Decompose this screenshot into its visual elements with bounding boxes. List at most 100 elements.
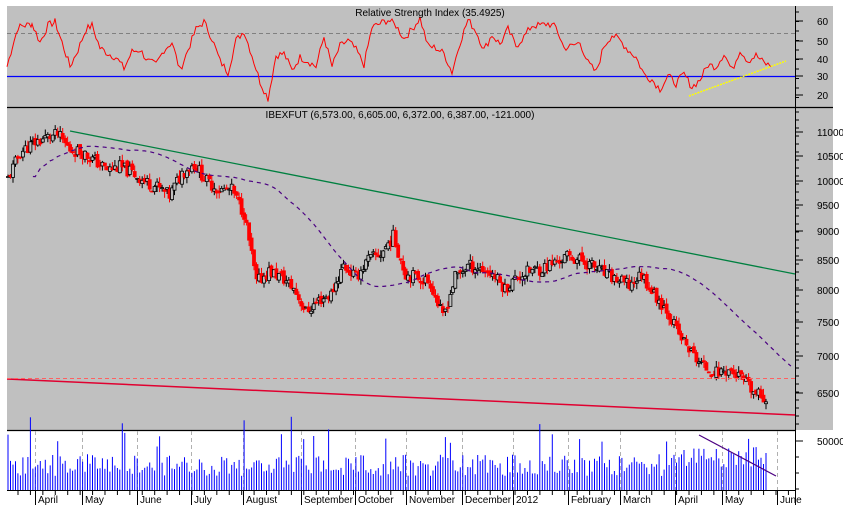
candle-body (244, 219, 249, 223)
candle-body (73, 154, 77, 157)
candle-body (209, 180, 214, 191)
candle-body (366, 254, 371, 262)
axis-tick-label: 7000 (817, 352, 840, 363)
candle-body (450, 286, 455, 293)
candle-body (567, 251, 572, 256)
candle-body (480, 265, 485, 273)
candle-body (431, 286, 435, 295)
candle-body (85, 152, 90, 159)
axis-tick-label: 8000 (817, 286, 840, 297)
rsi-trendline (688, 60, 787, 97)
axis-tick-label: 9000 (817, 227, 840, 238)
candle-body (473, 269, 478, 274)
axis-tick-label: 8500 (817, 256, 840, 267)
candle-body (677, 323, 681, 335)
month-label: November (409, 495, 456, 506)
candle-body (334, 282, 339, 292)
candle-body (634, 280, 639, 284)
candle-body (739, 370, 743, 375)
candle-body (28, 141, 33, 153)
candle-body (605, 269, 609, 279)
rsi-title: Relative Strength Index (35.4925) (355, 8, 505, 19)
candle-body (50, 134, 55, 142)
month-label: December (465, 495, 512, 506)
candle-body (192, 163, 197, 170)
candle-body (654, 287, 659, 303)
candle-body (592, 261, 597, 268)
month-label: September (304, 495, 354, 506)
candle-body (759, 389, 763, 398)
candle-body (294, 288, 299, 295)
candle-body (453, 271, 458, 289)
candle-body (262, 275, 266, 284)
candle-body (309, 310, 314, 314)
price-panel-bg (7, 108, 833, 430)
candle-body (398, 258, 403, 261)
candle-body (510, 278, 515, 291)
candle-body (381, 250, 386, 258)
candle-body (562, 254, 567, 264)
candle-body (65, 142, 70, 146)
candle-body (411, 270, 416, 284)
candle-body (729, 368, 734, 371)
candle-body (580, 252, 584, 262)
candle-body (443, 308, 448, 312)
candle-body (88, 160, 92, 163)
candle-body (547, 260, 552, 272)
axis-tick-label: 30 (817, 72, 829, 83)
candle-body (353, 270, 358, 273)
candle-body (401, 260, 406, 271)
month-label: February (571, 495, 611, 506)
candle-body (344, 264, 348, 271)
candle-body (184, 170, 189, 178)
candle-body (160, 187, 165, 190)
candle-body (664, 303, 669, 314)
candle-body (162, 189, 167, 192)
month-label: June (140, 495, 162, 506)
axis-tick-label: 20 (817, 91, 829, 102)
candle-body (764, 401, 768, 405)
candle-body (537, 266, 542, 276)
candle-body (465, 263, 470, 271)
candle-body (396, 244, 401, 258)
candle-body (239, 198, 244, 215)
candle-body (321, 298, 326, 303)
candle-body (684, 338, 689, 346)
volume-trendline (698, 434, 777, 477)
candle-body (70, 151, 75, 154)
candle-body (741, 375, 746, 380)
candle-body (530, 268, 535, 274)
candle-body (587, 261, 592, 269)
candle-body (540, 272, 545, 277)
candle-body (682, 337, 686, 340)
candle-body (749, 381, 753, 393)
candle-body (448, 294, 453, 307)
candle-body (746, 376, 751, 382)
candle-body (11, 163, 15, 178)
candle-body (570, 256, 575, 261)
candle-body (329, 290, 334, 302)
candle-body (463, 269, 468, 272)
candle-body (393, 230, 398, 248)
axis-tick-label: 6500 (817, 389, 840, 400)
axis-tick-label: 50000 (817, 437, 843, 448)
moving-average-line (32, 145, 792, 367)
month-label: July (194, 495, 212, 506)
candle-body (361, 269, 366, 272)
candle-body (731, 369, 736, 375)
candle-body (426, 274, 430, 283)
candle-body (761, 394, 766, 403)
candle-body (311, 303, 316, 310)
candle-body (20, 150, 25, 158)
candle-body (103, 162, 107, 166)
axis-tick-label: 9500 (817, 201, 840, 212)
candle-body (78, 144, 82, 155)
candle-body (224, 187, 229, 190)
month-label: October (358, 495, 394, 506)
candle-body (40, 138, 45, 143)
month-label: 2012 (516, 495, 539, 506)
candle-body (157, 182, 162, 188)
candle-body (242, 212, 247, 220)
candle-body (232, 185, 237, 194)
